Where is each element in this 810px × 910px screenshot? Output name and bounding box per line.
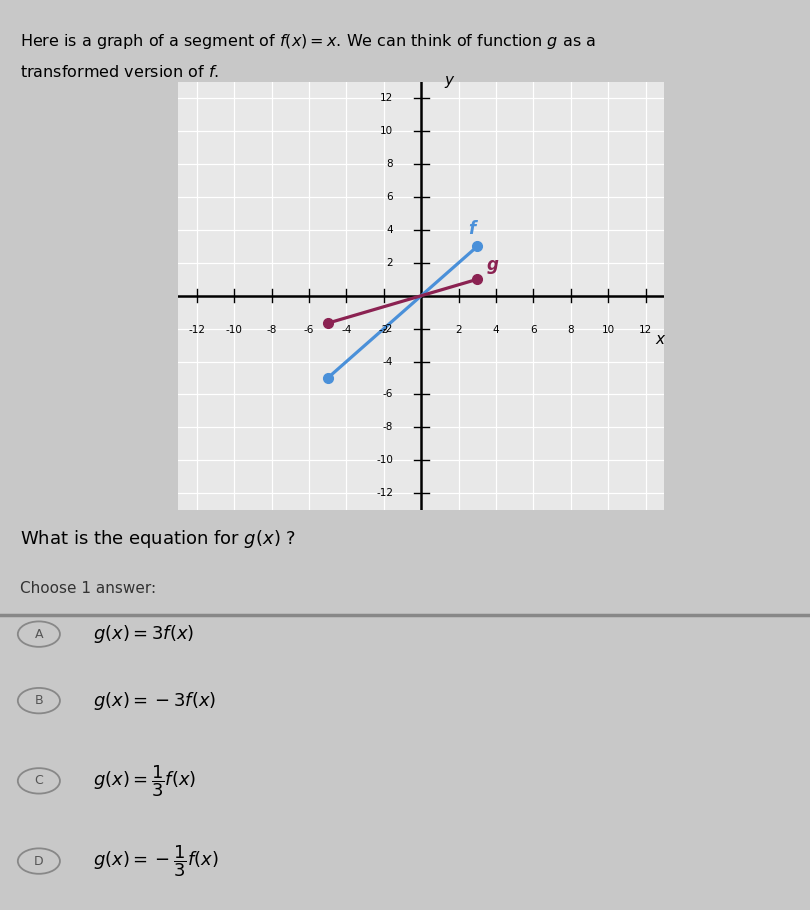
Text: -10: -10 [226, 326, 243, 336]
Text: $g(x) = 3f(x)$: $g(x) = 3f(x)$ [93, 623, 194, 645]
Text: $g(x) = -3f(x)$: $g(x) = -3f(x)$ [93, 690, 216, 712]
Text: D: D [34, 854, 44, 867]
Text: -8: -8 [266, 326, 277, 336]
Text: 6: 6 [530, 326, 537, 336]
Text: -4: -4 [341, 326, 352, 336]
Text: transformed version of $f$.: transformed version of $f$. [20, 64, 220, 80]
Text: -4: -4 [383, 357, 393, 367]
Text: 8: 8 [568, 326, 574, 336]
Text: -2: -2 [383, 324, 393, 334]
Text: 12: 12 [639, 326, 652, 336]
Text: -12: -12 [376, 488, 393, 498]
Text: -6: -6 [383, 389, 393, 399]
Text: 10: 10 [602, 326, 615, 336]
Text: C: C [35, 774, 43, 787]
Text: A: A [35, 628, 43, 641]
Text: f: f [468, 220, 475, 238]
Text: g: g [487, 257, 498, 275]
Text: -12: -12 [189, 326, 206, 336]
Text: 4: 4 [492, 326, 499, 336]
Text: -2: -2 [378, 326, 389, 336]
Text: -6: -6 [304, 326, 314, 336]
Text: 10: 10 [380, 126, 393, 136]
Text: 12: 12 [380, 94, 393, 104]
Text: Choose 1 answer:: Choose 1 answer: [20, 581, 156, 596]
Text: What is the equation for $g(x)$ ?: What is the equation for $g(x)$ ? [20, 529, 296, 551]
Text: $y$: $y$ [444, 74, 455, 90]
Text: -10: -10 [377, 455, 393, 465]
Text: $g(x) = \dfrac{1}{3}f(x)$: $g(x) = \dfrac{1}{3}f(x)$ [93, 763, 197, 799]
Text: $g(x) = -\dfrac{1}{3}f(x)$: $g(x) = -\dfrac{1}{3}f(x)$ [93, 844, 219, 879]
Text: -8: -8 [383, 422, 393, 432]
Text: B: B [35, 694, 43, 707]
Text: 2: 2 [455, 326, 462, 336]
Text: $x$: $x$ [654, 332, 667, 347]
Text: 8: 8 [386, 159, 393, 169]
Text: 4: 4 [386, 225, 393, 235]
Text: Here is a graph of a segment of $f(x)=x$. We can think of function $g$ as a: Here is a graph of a segment of $f(x)=x$… [20, 32, 596, 51]
Text: 2: 2 [386, 258, 393, 268]
Text: 6: 6 [386, 192, 393, 202]
